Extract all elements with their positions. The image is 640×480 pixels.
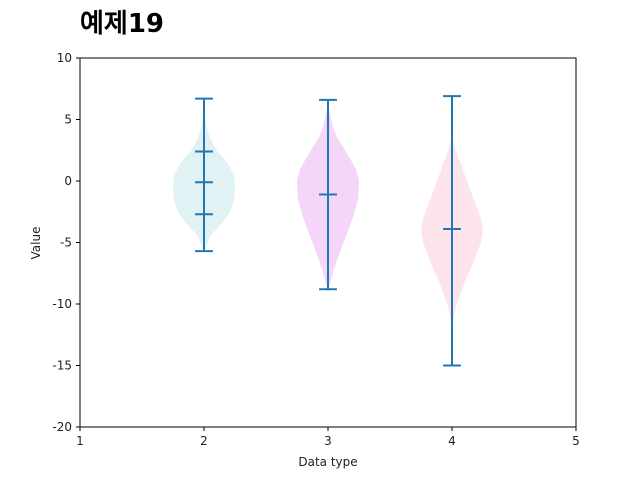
- x-tick-label: 1: [76, 434, 84, 448]
- x-tick-label: 2: [200, 434, 208, 448]
- x-tick-label: 4: [448, 434, 456, 448]
- x-tick-label: 3: [324, 434, 332, 448]
- x-axis-label: Data type: [298, 455, 357, 469]
- y-tick-label: -20: [52, 420, 72, 434]
- stats-layer: [195, 95, 461, 367]
- ticks-layer: 1 2 3 4 5 10 5 0 -5 -10 -15 -20: [52, 51, 579, 448]
- y-tick-label: -5: [60, 236, 72, 250]
- x-tick-label: 5: [572, 434, 580, 448]
- y-tick-label: 5: [64, 113, 72, 127]
- y-tick-label: 0: [64, 174, 72, 188]
- y-tick-label: 10: [57, 51, 72, 65]
- y-axis-label: Value: [29, 227, 43, 260]
- y-tick-label: -10: [52, 297, 72, 311]
- chart-title: 예제19: [80, 9, 164, 39]
- y-tick-label: -15: [52, 359, 72, 373]
